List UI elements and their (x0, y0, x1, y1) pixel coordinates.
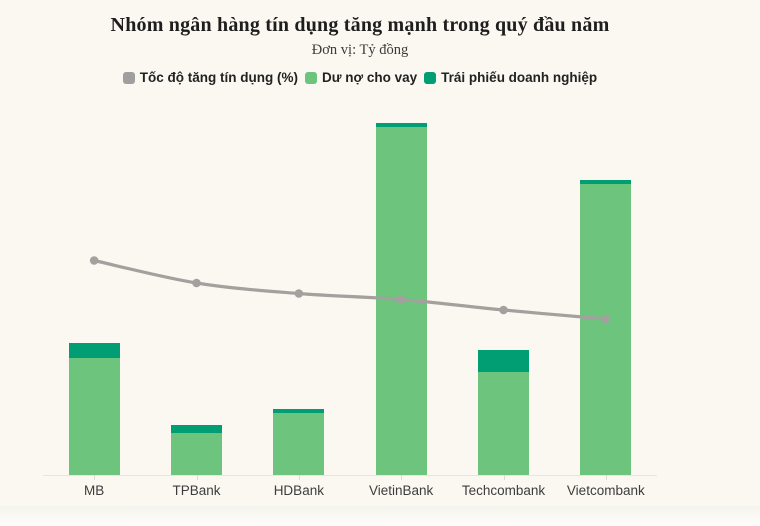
line-point-tpbank[interactable] (192, 278, 201, 288)
legend-swatch-loans (305, 72, 318, 84)
legend-item-loans[interactable]: Dư nợ cho vay (305, 70, 417, 86)
bar-bonds-tpbank[interactable] (171, 425, 222, 434)
bottom-fade-divider (0, 506, 760, 526)
x-axis-tick (605, 475, 607, 480)
legend-label: Trái phiếu doanh nghiệp (441, 70, 598, 85)
line-point-hdbank[interactable] (294, 289, 304, 298)
line-point-vietcombank[interactable] (601, 314, 611, 324)
bar-bonds-mb[interactable] (68, 343, 120, 359)
chart-header: Nhóm ngân hàng tín dụng tăng mạnh trong … (0, 0, 720, 59)
x-axis-label-vietinbank: VietinBank (369, 483, 434, 498)
x-axis-tick (401, 475, 403, 480)
x-axis-tick (503, 475, 505, 480)
x-axis-label-tpbank: TPBank (172, 483, 221, 498)
x-axis-label-vietcombank: Vietcombank (566, 483, 645, 498)
bar-bonds-vietcombank[interactable] (580, 180, 632, 185)
growth-rate-line (92, 258, 608, 321)
chart-title: Nhóm ngân hàng tín dụng tăng mạnh trong … (110, 14, 610, 36)
line-point-vietinbank[interactable] (396, 295, 406, 304)
legend-item-corporate-bonds[interactable]: Trái phiếu doanh nghiệp (424, 70, 597, 86)
bar-loans-mb[interactable] (68, 358, 120, 475)
bar-loans-hdbank[interactable] (273, 413, 325, 475)
legend-swatch-growth-rate (122, 72, 135, 84)
x-axis-label-hdbank: HDBank (273, 483, 324, 498)
x-axis-label-techcombank: Techcombank (461, 483, 546, 498)
x-axis-tick (196, 475, 198, 480)
bar-bonds-techcombank[interactable] (478, 349, 529, 372)
bar-loans-techcombank[interactable] (478, 371, 529, 475)
legend-label: Tốc độ tăng tín dụng (%) (139, 70, 299, 85)
line-point-mb[interactable] (89, 256, 99, 265)
bar-bonds-vietinbank[interactable] (375, 122, 427, 128)
bar-loans-tpbank[interactable] (171, 433, 222, 475)
x-axis-tick (94, 475, 96, 480)
legend: Tốc độ tăng tín dụng (%) Dư nợ cho vay Trá… (0, 70, 720, 86)
x-axis-label-mb: MB (84, 483, 105, 498)
x-axis-line (43, 474, 657, 476)
bar-bonds-hdbank[interactable] (273, 409, 325, 413)
x-axis-tick (298, 475, 300, 480)
legend-label: Dư nợ cho vay (322, 70, 418, 85)
line-point-techcombank[interactable] (499, 305, 508, 315)
legend-item-growth-rate[interactable]: Tốc độ tăng tín dụng (%) (122, 70, 299, 86)
legend-swatch-corporate-bonds (424, 72, 437, 84)
bar-loans-vietcombank[interactable] (580, 184, 632, 475)
chart-subtitle: Đơn vị: Tỷ đồng (311, 42, 409, 58)
